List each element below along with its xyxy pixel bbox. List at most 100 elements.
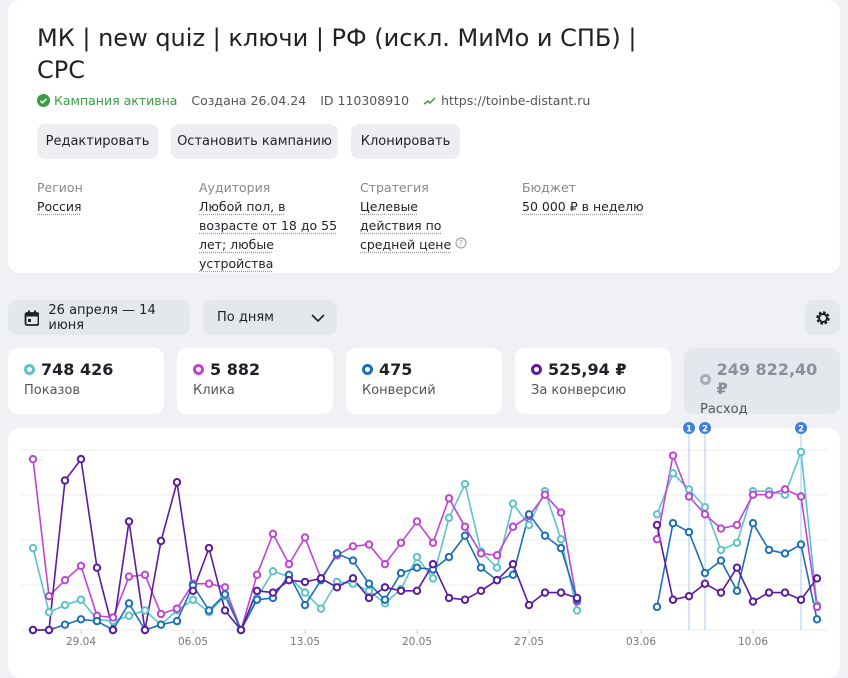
point (108, 613, 118, 622)
link-icon (423, 96, 436, 105)
point (476, 549, 486, 558)
metric-ring (700, 373, 711, 385)
x-tick-label: 29.04 (66, 636, 96, 648)
point (716, 545, 726, 555)
info-label: Регион (37, 180, 83, 195)
url-row[interactable]: https://toinbe-distant.ru (423, 93, 590, 108)
point (124, 572, 134, 581)
point (204, 606, 214, 615)
period-select[interactable]: По дням (203, 300, 337, 335)
point (732, 586, 742, 596)
point (508, 522, 518, 531)
check-icon (37, 94, 50, 107)
point (92, 616, 102, 626)
point (796, 540, 806, 549)
point (668, 451, 678, 460)
point (492, 575, 502, 585)
info-label: Аудитория (199, 180, 271, 195)
point (60, 600, 70, 610)
metric-label: Конверсий (362, 383, 436, 398)
chevron (311, 313, 325, 322)
point (556, 535, 566, 544)
point (684, 492, 694, 501)
point (716, 556, 726, 565)
date-picker[interactable]: 26 апреля — 14 июня (8, 300, 190, 335)
button[interactable]: Остановить кампанию (171, 124, 338, 159)
campaign-id: ID 110308910 (320, 93, 410, 108)
point (716, 524, 726, 533)
metric-value: 5 882 (193, 360, 317, 379)
url[interactable]: https://toinbe-distant.ru (441, 93, 591, 108)
metric-card[interactable]: 5 882 Клика (177, 348, 333, 414)
point (252, 570, 262, 580)
point (348, 556, 358, 565)
point (412, 552, 422, 562)
point (188, 586, 198, 596)
point (668, 595, 678, 604)
point (396, 568, 406, 578)
info-value[interactable]: 50 000 ₽ в неделю (522, 199, 644, 214)
point (492, 551, 502, 560)
point (460, 595, 470, 604)
info: Аудитория Любой пол, в возрасте от 18 до … (199, 178, 339, 273)
point (748, 519, 758, 528)
metric-number: 5 882 (210, 360, 261, 379)
point (700, 502, 710, 512)
help-icon[interactable]: ? (455, 237, 467, 249)
info: Бюджет 50 000 ₽ в неделю (522, 178, 667, 216)
point (732, 563, 742, 572)
settings-button[interactable] (805, 300, 840, 335)
point (300, 588, 310, 597)
campaign-title: МК | new quiz | ключи | РФ (искл. МиМо и… (37, 24, 637, 84)
point (684, 591, 694, 601)
point (364, 593, 374, 603)
point (252, 586, 262, 596)
svg-text:?: ? (459, 239, 463, 248)
point (44, 608, 54, 617)
info: Регион Россия (37, 178, 182, 216)
point (476, 563, 486, 572)
annotation-label: 2 (798, 425, 804, 435)
point (220, 583, 230, 592)
metric-value: 748 426 (24, 360, 148, 379)
point (796, 447, 806, 457)
point (732, 520, 742, 530)
annotation-label: 1 (686, 425, 692, 435)
info-value[interactable]: Целевые действия по средней цене (360, 199, 452, 252)
metric-card[interactable]: 748 426 Показов (8, 348, 164, 414)
metric-number: 475 (379, 360, 413, 379)
point (316, 574, 326, 583)
point (188, 595, 198, 604)
button[interactable]: Редактировать (37, 124, 158, 159)
point (332, 549, 342, 558)
status-row: Кампания активна Создана 26.04.24 ID 110… (37, 93, 590, 108)
point (764, 588, 774, 597)
button[interactable]: Клонировать (351, 124, 460, 159)
point (348, 542, 358, 551)
point (332, 583, 342, 592)
created: Создана 26.04.24 (191, 93, 307, 108)
period: По дням (217, 310, 274, 325)
metric-card[interactable]: 475 Конверсий (346, 348, 502, 414)
info-value[interactable]: Россия (37, 199, 82, 214)
point (220, 590, 230, 599)
point (140, 570, 150, 580)
metric-card[interactable]: 525,94 ₽ За конверсию (515, 348, 671, 414)
point (92, 563, 102, 572)
info: Стратегия Целевые действия по средней цен… (360, 178, 480, 254)
point (780, 588, 790, 597)
point (220, 606, 230, 615)
point (268, 529, 278, 539)
point (460, 522, 470, 531)
point (556, 588, 566, 597)
point (172, 616, 182, 626)
point (300, 600, 310, 610)
point (700, 510, 710, 519)
status: Кампания активна (37, 93, 177, 108)
point (60, 620, 70, 629)
annotation-badge (683, 422, 695, 434)
metric-value: 475 (362, 360, 486, 379)
metric-card[interactable]: 249 822,40 ₽ Расход (684, 348, 840, 417)
info-value[interactable]: Любой пол, в возрасте от 18 до 55 лет; л… (199, 199, 338, 271)
